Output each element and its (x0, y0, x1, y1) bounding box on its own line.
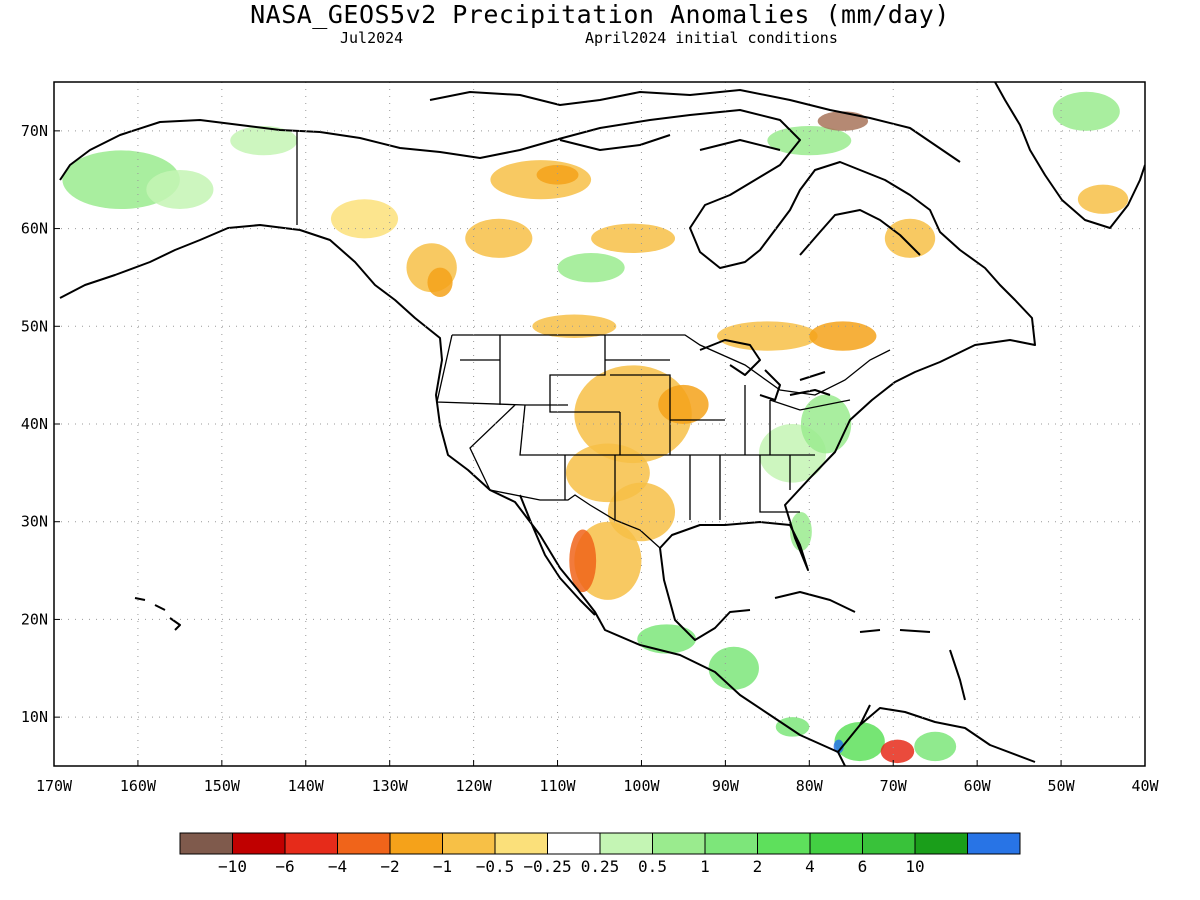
north-america-coastline (59, 109, 1036, 766)
colorbar-label: −0.5 (476, 857, 515, 876)
anomaly-patch-baffin-dry (817, 111, 869, 131)
y-tick-label: 60N (21, 220, 48, 238)
axis-ticks: 170W 160W 150W 140W 130W 120W 110W 100W 90W 80W 70… (21, 122, 1160, 795)
colorbar-swatch (284, 832, 338, 855)
anomaly-patch-ontario-dry (716, 321, 818, 351)
x-tick-label: 110W (539, 777, 576, 795)
great-lakes (699, 339, 831, 401)
anomaly-patch-baffin-wet (767, 125, 852, 156)
colorbar-label: −0.25 (523, 857, 571, 876)
anomaly-patch-central-america-wet (708, 646, 759, 690)
colorbar-swatch (442, 832, 496, 855)
anomaly-patch-saskatchewan-wet (557, 253, 625, 283)
anomaly-patch-prairies-dry (532, 314, 617, 339)
anomaly-patch-labrador-dry (884, 218, 936, 258)
colorbar-label: −10 (218, 857, 247, 876)
anomaly-patch-alberta-dry (465, 218, 533, 258)
x-tick-label: 40W (1131, 777, 1159, 795)
x-tick-label: 160W (120, 777, 157, 795)
colorbar-label: 6 (858, 857, 868, 876)
anomaly-patch-colombia-extreme-wet (833, 739, 844, 754)
anomaly-patch-east-coast-wet (800, 394, 852, 454)
colorbar-label: 4 (805, 857, 815, 876)
x-tick-label: 170W (36, 777, 73, 795)
coastlines (59, 82, 1145, 766)
y-tick-label: 40N (21, 415, 48, 433)
us-state-lines (436, 334, 851, 520)
colorbar-swatch (179, 832, 233, 855)
anomaly-patch-alaska-interior-wet (146, 169, 214, 210)
y-tick-label: 20N (21, 610, 48, 628)
colorbar-label: −2 (380, 857, 399, 876)
colorbar-label: 2 (753, 857, 763, 876)
caribbean-islands (774, 591, 966, 701)
forecast-month-label: Jul2024 (340, 29, 404, 47)
x-tick-label: 80W (796, 777, 824, 795)
colorbar-label: −6 (275, 857, 294, 876)
colorbar-label: 0.25 (581, 857, 620, 876)
anomaly-patch-plains-dry (574, 365, 692, 464)
colorbar-swatch (494, 832, 548, 855)
colorbar-swatch (704, 832, 758, 855)
colorbar-swatch (547, 832, 601, 855)
x-tick-label: 50W (1048, 777, 1076, 795)
anomaly-patch-greenland-south-dry (1077, 184, 1129, 214)
x-tick-label: 150W (204, 777, 241, 795)
colorbar-swatch (652, 832, 706, 855)
anomaly-patch-panama-wet (775, 717, 810, 737)
initial-conditions-label: April2024 initial conditions (585, 29, 838, 47)
anomaly-patch-kansas-dry (658, 384, 709, 425)
hawaii-islands (134, 597, 181, 631)
x-tick-label: 90W (712, 777, 740, 795)
greenland-coastline (994, 82, 1145, 229)
anomaly-patch-colombia-wet (834, 722, 885, 762)
x-tick-label: 120W (456, 777, 493, 795)
anomaly-patch-yukon-dry (330, 199, 399, 239)
us-canada-border (452, 334, 891, 396)
colorbar-label: 1 (700, 857, 710, 876)
colorbar-swatch (914, 832, 968, 855)
map-title: NASA_GEOS5v2 Precipitation Anomalies (mm… (250, 0, 950, 29)
colorbar: −10 −6 −4 −2 −1 −0.5 −0.25 0.25 0.5 1 2 4 6 10 (179, 832, 1021, 876)
anomaly-patch-mexico-south-wet (637, 624, 697, 654)
x-tick-label: 70W (880, 777, 908, 795)
anomaly-patch-nwt-core-dry (536, 165, 579, 185)
anomaly-patch-texas-dry (607, 482, 676, 542)
colorbar-swatch (757, 832, 811, 855)
y-tick-label: 10N (21, 708, 48, 726)
x-tick-label: 140W (288, 777, 325, 795)
anomaly-patch-venezuela-wet (914, 731, 957, 762)
anomaly-field (62, 91, 1129, 764)
colorbar-swatch (967, 832, 1021, 855)
colorbar-label: 0.5 (638, 857, 667, 876)
anomaly-patch-sierra-madre-dry (569, 529, 597, 593)
y-tick-label: 50N (21, 317, 48, 335)
y-tick-label: 70N (21, 122, 48, 140)
political-boundaries (296, 130, 891, 549)
x-tick-label: 130W (372, 777, 409, 795)
anomaly-patch-quebec-dry (809, 321, 877, 351)
anomaly-patch-venezuela-dry (880, 739, 915, 764)
us-mexico-border (489, 489, 661, 549)
colorbar-label: −1 (433, 857, 452, 876)
anomaly-patch-alaska-north-wet (230, 125, 298, 156)
colorbar-label: −4 (328, 857, 347, 876)
anomaly-patch-manitoba-dry (591, 223, 676, 253)
colorbar-label: 10 (905, 857, 924, 876)
colorbar-swatch (862, 832, 916, 855)
arctic-islands (429, 89, 961, 163)
anomaly-patch-bc-core-dry (427, 267, 453, 297)
colorbar-swatch (809, 832, 863, 855)
colorbar-swatch (232, 832, 286, 855)
y-tick-label: 30N (21, 513, 48, 531)
colorbar-swatch (599, 832, 653, 855)
x-tick-label: 100W (623, 777, 660, 795)
colorbar-swatch (337, 832, 391, 855)
anomaly-patch-greenland-west-wet (1052, 91, 1120, 131)
x-tick-label: 60W (964, 777, 992, 795)
colorbar-swatch (389, 832, 443, 855)
